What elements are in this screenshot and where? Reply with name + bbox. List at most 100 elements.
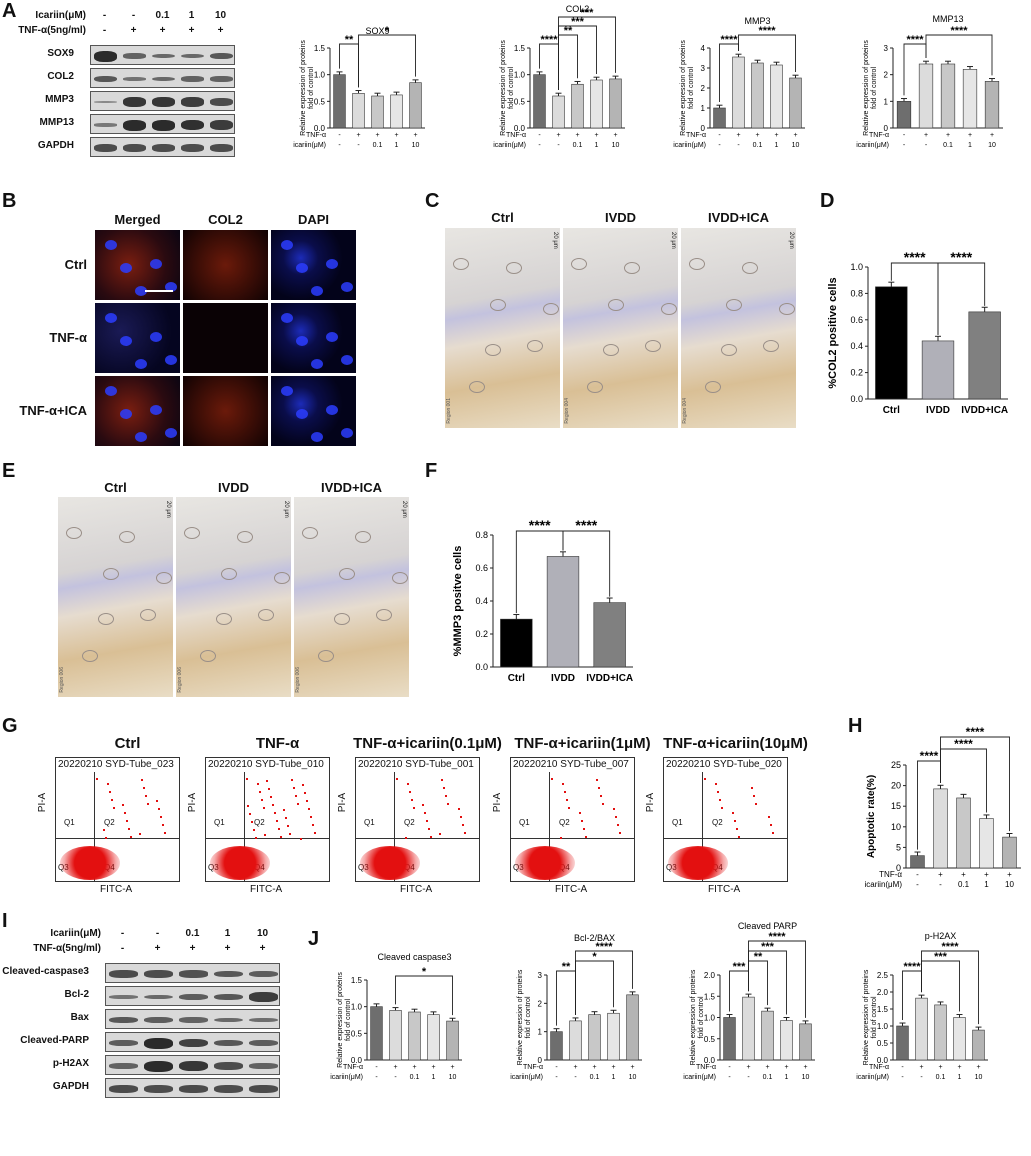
bar <box>571 83 584 129</box>
cell-outline <box>490 299 506 311</box>
bar <box>723 1017 736 1061</box>
panel-label-e: E <box>2 460 16 482</box>
chart-J-parp: 0.00.51.01.52.0************Cleaved PARPR… <box>683 921 815 1081</box>
event-dot <box>715 783 717 785</box>
event-dot <box>278 828 280 830</box>
tnf-row-label: TNF-α <box>306 132 326 139</box>
significance-stars: ** <box>345 34 354 46</box>
cell-outline <box>334 613 350 625</box>
blot-band <box>123 119 146 131</box>
x-category-label: IVDD <box>551 673 575 684</box>
region-text: Region 001 <box>446 398 452 424</box>
event-dot <box>261 799 263 801</box>
bar <box>427 1014 440 1061</box>
y-tick-label: 0 <box>701 124 706 133</box>
y-axis-label: Relative expression of proteins <box>300 40 307 136</box>
bar <box>569 1020 582 1061</box>
event-dot <box>145 795 147 797</box>
cell-outline <box>624 262 640 274</box>
y-tick-label: 0.5 <box>351 1029 363 1038</box>
panel-label-d: D <box>820 190 835 212</box>
blot-strip <box>90 91 235 111</box>
significance-stars: ** <box>564 25 573 37</box>
tnf-row-value: + <box>1007 870 1012 879</box>
icariin-row-label: icariin(μM) <box>510 1074 543 1081</box>
event-dot <box>413 807 415 809</box>
if-image-tile <box>183 303 268 373</box>
icariin-row-value: - <box>574 1074 577 1081</box>
nucleus-dot <box>326 405 338 415</box>
flow-plot-title: TNF-α+icariin(10μM) <box>663 735 808 752</box>
conc-header-label: Icariin(μM) <box>50 928 101 939</box>
blot-row-label: MMP13 <box>39 117 74 128</box>
cell-outline <box>156 572 172 584</box>
bar <box>984 81 1000 129</box>
y-axis-label: Relative expression of proteins <box>517 969 524 1065</box>
icariin-row-value: - <box>728 1074 731 1081</box>
event-dot <box>143 787 145 789</box>
significance-bracket <box>748 940 806 1018</box>
tnf-row-value: - <box>728 1064 731 1071</box>
icariin-row-value: 1 <box>432 1074 436 1081</box>
event-dot <box>717 791 719 793</box>
significance-stars: *** <box>581 7 595 19</box>
bar <box>546 556 580 668</box>
event-dot <box>300 838 302 840</box>
significance-bracket <box>575 960 614 1015</box>
blot-band <box>181 144 204 152</box>
event-dot <box>287 825 289 827</box>
tnf-row-label: TNF-α <box>686 132 706 139</box>
blot-strip <box>90 137 235 157</box>
bar <box>333 74 346 129</box>
y-tick-label: 15 <box>891 801 901 811</box>
y-tick-label: 0 <box>884 124 889 133</box>
bar <box>789 77 802 129</box>
y-tick-label: 0 <box>538 1056 543 1065</box>
tnf-row-value: + <box>573 1064 577 1071</box>
cell-outline <box>140 609 156 621</box>
cell-outline <box>661 303 677 315</box>
gate-horizontal <box>511 838 634 839</box>
quadrant-label: Q1 <box>214 818 225 827</box>
significance-stars: * <box>422 966 427 978</box>
bar <box>408 1011 421 1061</box>
tube-name: 20220210 SYD-Tube_023 <box>58 759 174 770</box>
significance-stars: **** <box>906 34 924 46</box>
lane-conc-value: 1 <box>188 10 195 21</box>
blot-band <box>210 144 233 152</box>
significance-stars: *** <box>934 951 948 963</box>
y-axis-label: Relative expression of proteins <box>863 969 870 1065</box>
tnf-row-value: + <box>592 1064 596 1071</box>
y-tick-label: 10 <box>891 822 901 832</box>
flow-plot: 20220210 SYD-Tube_010Q1Q2Q3Q4 <box>205 757 330 882</box>
nucleus-dot <box>281 240 293 250</box>
y-tick-label: 0.8 <box>475 530 488 540</box>
y-tick-label: 20 <box>891 781 901 791</box>
icariin-row-value: - <box>901 1074 904 1081</box>
significance-stars: **** <box>529 517 551 533</box>
quadrant-label: Q2 <box>712 818 723 827</box>
panel-label-j: J <box>308 928 320 950</box>
flow-x-axis-label: FITC-A <box>400 884 433 895</box>
y-tick-label: 1.5 <box>351 976 363 985</box>
icariin-row-value: 10 <box>988 142 996 149</box>
blot-band <box>94 144 117 152</box>
blot-strip <box>90 114 235 134</box>
blot-band <box>249 970 278 978</box>
event-dot <box>405 837 407 839</box>
blot-band <box>109 995 138 999</box>
icariin-row-value: 10 <box>1005 880 1014 889</box>
icariin-row-value: 1 <box>612 1074 616 1081</box>
icariin-row-value: 10 <box>975 1074 983 1081</box>
event-dot <box>304 792 306 794</box>
blot-row-label: GAPDH <box>52 1081 89 1092</box>
bar <box>799 1023 812 1061</box>
event-dot <box>293 787 295 789</box>
event-dot <box>109 791 111 793</box>
blot-band <box>181 53 204 59</box>
tnf-row-value: + <box>957 1064 961 1071</box>
cell-outline <box>469 381 485 393</box>
